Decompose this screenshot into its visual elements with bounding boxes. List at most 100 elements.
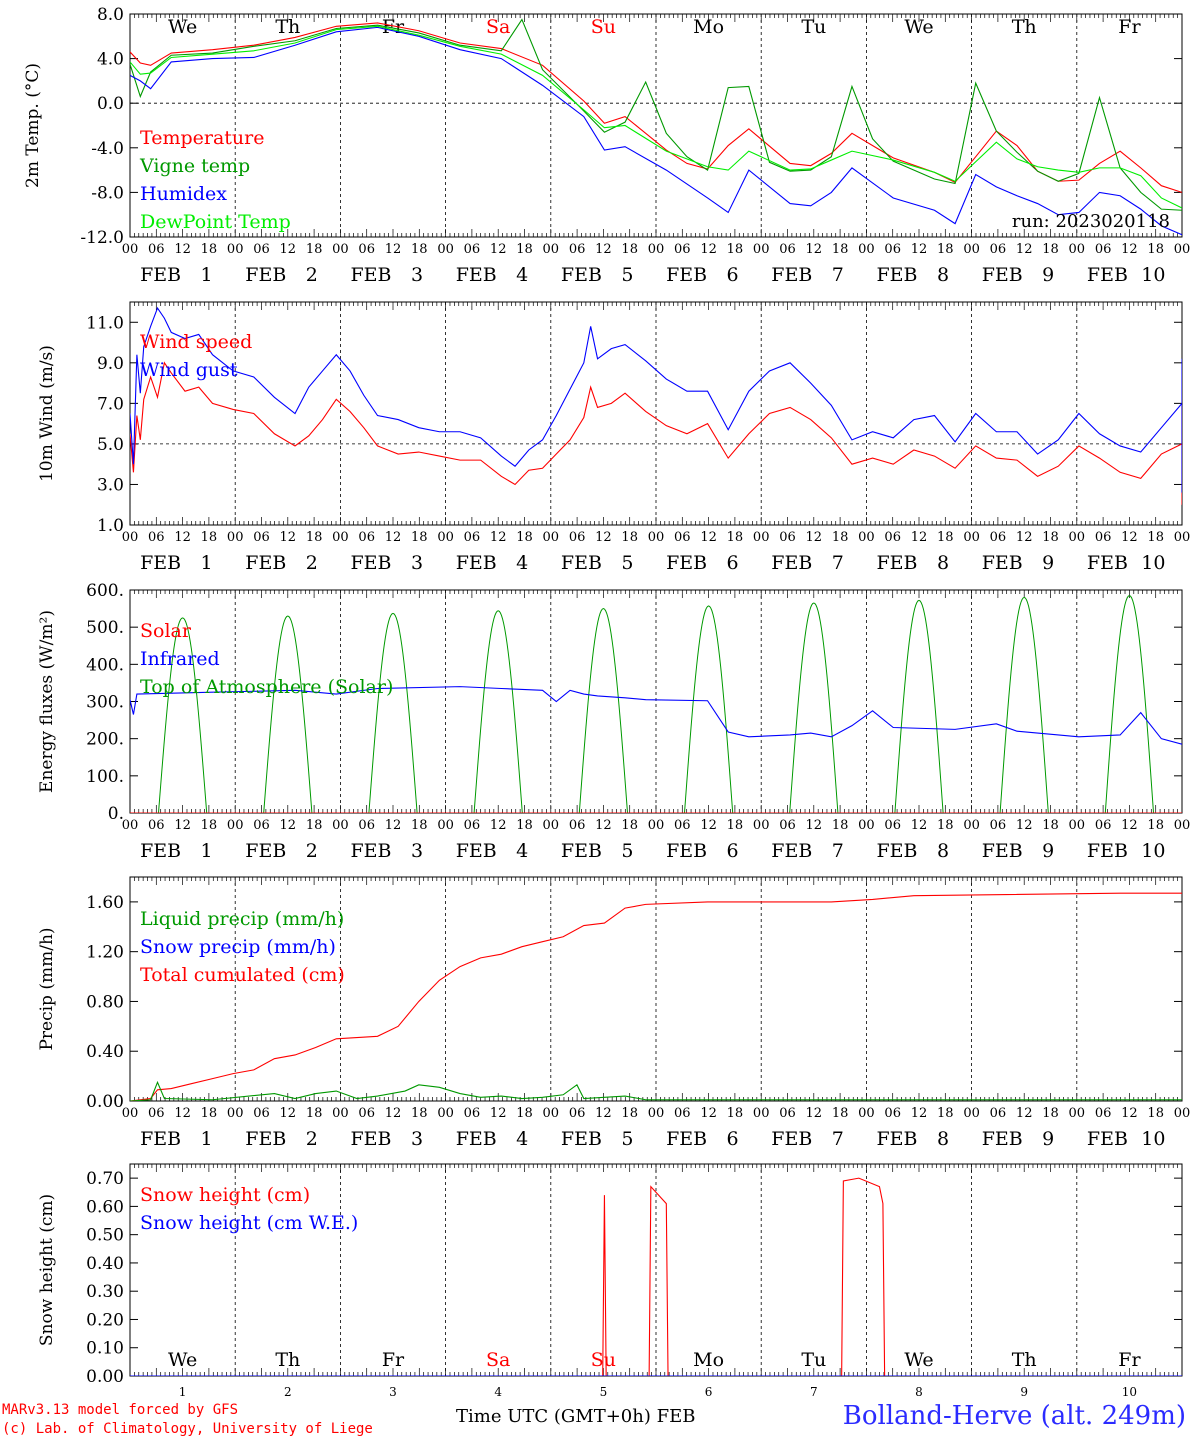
y-tick-label: 8.0 xyxy=(97,5,124,25)
legend-entry: Wind gust xyxy=(140,359,238,381)
x-month-label: FEB xyxy=(245,552,286,574)
x-hour-label: 00 xyxy=(543,1106,560,1121)
x-day-number: 10 xyxy=(1122,1385,1137,1399)
x-month-label: FEB xyxy=(245,1128,286,1150)
x-hour-label: 12 xyxy=(490,1106,507,1121)
toa-solar-curve xyxy=(787,602,841,813)
x-month-label: FEB xyxy=(456,1128,497,1150)
x-hour-label: 18 xyxy=(306,242,323,257)
x-hour-label: 00 xyxy=(858,530,875,545)
x-day-label: 2 xyxy=(306,552,318,574)
x-hour-label: 06 xyxy=(1095,242,1112,257)
x-day-label: 7 xyxy=(832,1128,844,1150)
x-hour-label: 12 xyxy=(385,1106,402,1121)
panel-1: -12.0 -8.0 -4.0 0.0 4.0 8.0 2m Temp. (°C) 00 06 1… xyxy=(23,5,1190,286)
x-hour-label: 12 xyxy=(174,530,191,545)
x-hour-label: 06 xyxy=(253,242,270,257)
x-hour-label: 12 xyxy=(700,530,717,545)
plot-area xyxy=(130,1177,1182,1376)
x-hour-label: 18 xyxy=(201,530,218,545)
x-day-label: 7 xyxy=(832,840,844,862)
x-hour-label: 00 xyxy=(648,1106,665,1121)
x-hour-label: 06 xyxy=(569,530,586,545)
y-tick-label: -12.0 xyxy=(80,228,124,248)
x-day-label: 1 xyxy=(201,840,213,862)
plot-area xyxy=(130,18,1182,236)
x-hour-label: 18 xyxy=(832,818,849,833)
x-hour-label: 00 xyxy=(122,242,139,257)
toa-solar-curve xyxy=(156,617,209,813)
x-day-number: 1 xyxy=(179,1385,187,1399)
y-tick-label: 1.60 xyxy=(86,893,124,913)
y-tick-label: 0.80 xyxy=(86,992,124,1012)
legend-entry: Top of Atmosphere (Solar) xyxy=(140,676,393,698)
x-hour-label: 00 xyxy=(122,818,139,833)
y-tick-label: 500. xyxy=(86,618,124,638)
x-month-label: FEB xyxy=(350,840,391,862)
weekday-label: We xyxy=(168,1349,197,1371)
x-hour-label: 00 xyxy=(122,530,139,545)
x-day-label: 8 xyxy=(937,552,949,574)
x-month-label: FEB xyxy=(982,840,1023,862)
x-hour-label: 18 xyxy=(937,1106,954,1121)
x-hour-label: 06 xyxy=(569,818,586,833)
x-day-label: 7 xyxy=(832,552,844,574)
weekday-label: Tu xyxy=(801,16,826,38)
y-tick-label: 600. xyxy=(86,581,124,601)
series-line xyxy=(130,361,1182,505)
x-hour-label: 06 xyxy=(358,242,375,257)
x-hour-label: 00 xyxy=(227,242,244,257)
x-day-label: 3 xyxy=(411,552,423,574)
toa-solar-curve xyxy=(366,612,420,813)
x-hour-label: 12 xyxy=(490,818,507,833)
x-hour-label: 18 xyxy=(621,818,638,833)
x-day-label: 9 xyxy=(1042,1128,1054,1150)
x-hour-label: 18 xyxy=(306,1106,323,1121)
x-month-label: FEB xyxy=(666,840,707,862)
x-month-label: FEB xyxy=(771,552,812,574)
x-hour-label: 00 xyxy=(227,818,244,833)
x-month-label: FEB xyxy=(561,264,602,286)
x-day-label: 8 xyxy=(937,264,949,286)
x-day-label: 4 xyxy=(516,552,528,574)
x-hour-label: 18 xyxy=(201,1106,218,1121)
x-hour-label: 12 xyxy=(280,1106,297,1121)
x-hour-label: 00 xyxy=(963,242,980,257)
x-hour-label: 06 xyxy=(674,1106,691,1121)
y-tick-label: 7.0 xyxy=(97,394,124,414)
x-month-label: FEB xyxy=(456,552,497,574)
y-tick-label: 11.0 xyxy=(86,313,124,333)
x-hour-label: 18 xyxy=(937,530,954,545)
x-hour-label: 06 xyxy=(464,242,481,257)
x-hour-label: 00 xyxy=(1174,242,1191,257)
x-day-label: 1 xyxy=(201,1128,213,1150)
weekday-label: Sa xyxy=(486,1349,510,1371)
x-hour-label: 00 xyxy=(753,530,770,545)
series-line xyxy=(130,686,1182,745)
y-tick-label: 0.70 xyxy=(86,1169,124,1189)
x-day-number: 7 xyxy=(810,1385,818,1399)
legend-entry: Temperature xyxy=(140,127,264,149)
x-hour-label: 18 xyxy=(1147,530,1164,545)
x-hour-label: 12 xyxy=(911,1106,928,1121)
x-hour-label: 06 xyxy=(1095,1106,1112,1121)
x-hour-label: 18 xyxy=(832,242,849,257)
x-hour-label: 06 xyxy=(990,1106,1007,1121)
toa-solar-curve xyxy=(261,615,315,813)
x-hour-label: 12 xyxy=(385,530,402,545)
x-day-label: 10 xyxy=(1141,552,1165,574)
x-day-label: 2 xyxy=(306,840,318,862)
x-hour-label: 00 xyxy=(858,1106,875,1121)
legend-entry: Liquid precip (mm/h) xyxy=(140,908,344,930)
x-day-label: 6 xyxy=(727,840,739,862)
x-hour-label: 06 xyxy=(674,242,691,257)
x-month-label: FEB xyxy=(140,1128,181,1150)
x-day-label: 2 xyxy=(306,1128,318,1150)
x-hour-label: 06 xyxy=(569,1106,586,1121)
x-month-label: FEB xyxy=(140,840,181,862)
x-hour-label: 12 xyxy=(1016,1106,1033,1121)
toa-solar-curve xyxy=(682,605,735,813)
x-hour-label: 06 xyxy=(253,818,270,833)
plot-area xyxy=(130,595,1182,813)
